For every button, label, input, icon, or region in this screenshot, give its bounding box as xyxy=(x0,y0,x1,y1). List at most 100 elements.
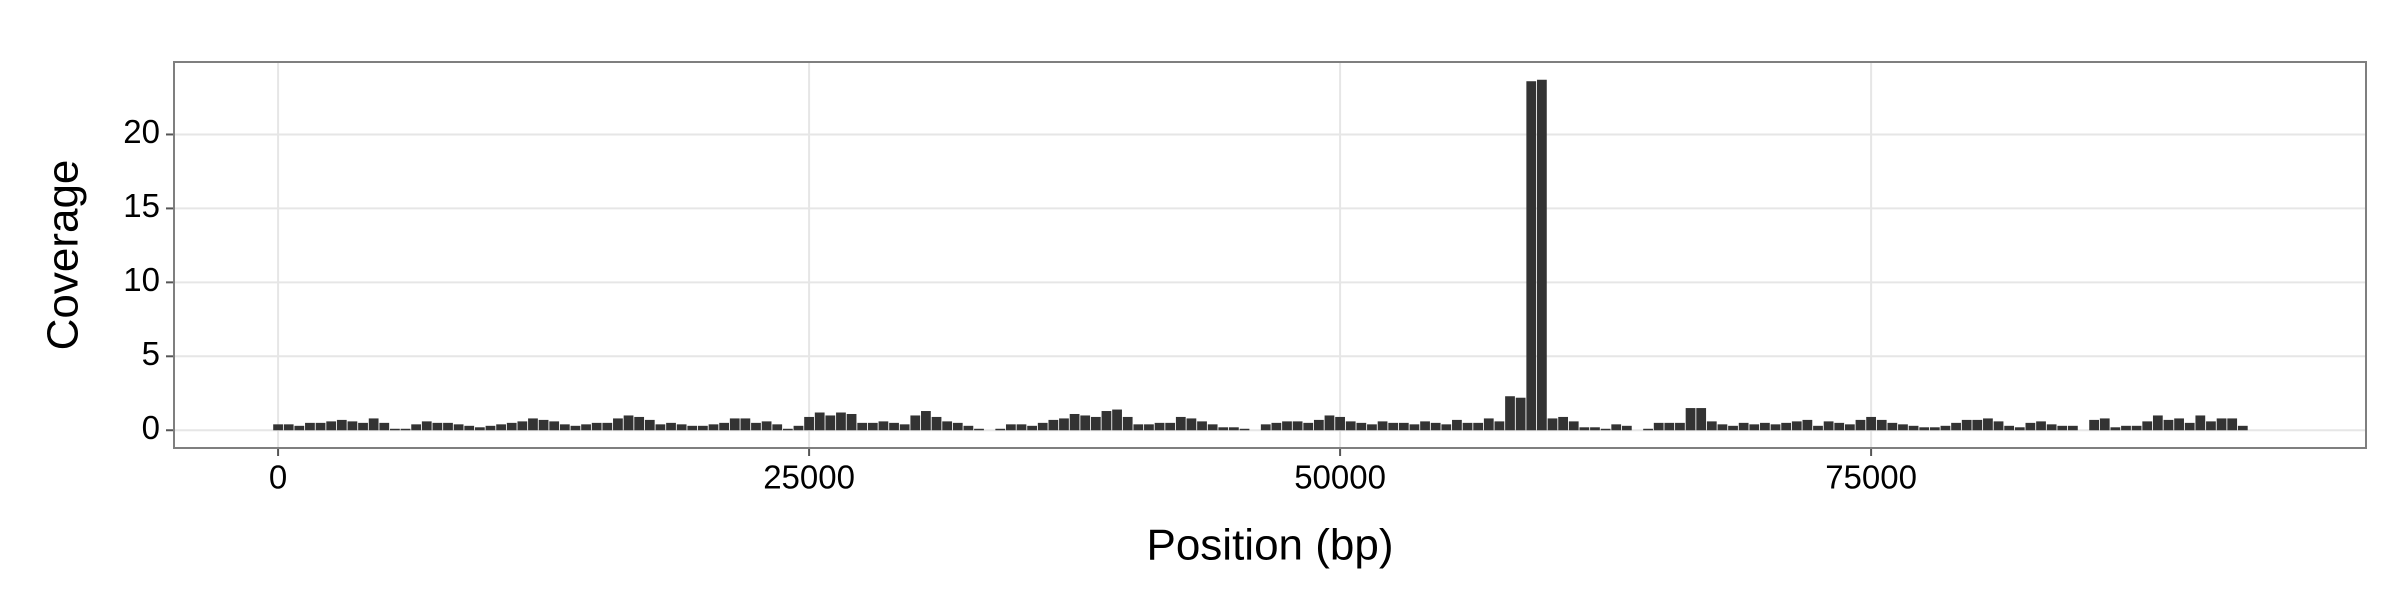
bar xyxy=(2227,418,2238,431)
bar xyxy=(952,422,963,431)
bar xyxy=(453,424,464,431)
bar xyxy=(623,415,634,431)
bar xyxy=(1611,424,1622,431)
bar xyxy=(273,424,283,431)
bar xyxy=(1218,427,1229,431)
plot-border xyxy=(173,61,2367,449)
bar xyxy=(1122,416,1133,431)
bar xyxy=(1005,424,1016,431)
bar xyxy=(1324,415,1335,431)
bar xyxy=(283,424,294,431)
bar xyxy=(474,427,485,431)
bar xyxy=(676,424,687,431)
bar xyxy=(602,422,613,431)
bar xyxy=(2099,418,2110,431)
bar xyxy=(1600,428,1611,431)
bar xyxy=(1855,419,1866,431)
bar xyxy=(867,422,878,431)
bar xyxy=(443,422,453,431)
bar xyxy=(1260,424,1271,431)
bar xyxy=(390,428,400,431)
bar xyxy=(1356,422,1367,431)
bar xyxy=(1048,419,1059,431)
bar xyxy=(538,419,549,431)
y-tick-label: 0 xyxy=(142,409,160,446)
bar xyxy=(485,425,496,431)
bar xyxy=(400,428,411,431)
x-tick-label: 50000 xyxy=(1294,459,1386,496)
bar xyxy=(1175,416,1186,431)
bar xyxy=(1728,425,1738,431)
bar xyxy=(1643,428,1653,431)
bar xyxy=(1526,81,1537,431)
bar xyxy=(1154,422,1165,431)
bar xyxy=(1558,416,1569,431)
bar xyxy=(1908,425,1919,431)
bar xyxy=(294,425,305,431)
bar xyxy=(2046,424,2057,431)
bar xyxy=(570,425,581,431)
bar xyxy=(1590,427,1600,431)
x-tick-label: 75000 xyxy=(1825,459,1917,496)
y-tick-label: 5 xyxy=(142,335,160,372)
bar xyxy=(368,418,379,431)
bar xyxy=(931,416,942,431)
bar xyxy=(528,418,538,431)
bar xyxy=(1696,408,1707,431)
bar xyxy=(1420,421,1430,431)
bar xyxy=(1080,415,1091,431)
bar xyxy=(1037,422,1048,431)
bar xyxy=(1133,424,1144,431)
bar xyxy=(1898,424,1908,431)
bar xyxy=(825,415,836,431)
bar xyxy=(1515,397,1526,431)
bar xyxy=(1345,421,1356,431)
y-tick-label: 15 xyxy=(123,187,160,224)
bar xyxy=(1791,421,1802,431)
bar xyxy=(1770,424,1781,431)
bar xyxy=(1016,424,1027,431)
bar xyxy=(1887,422,1898,431)
bar xyxy=(2131,425,2142,431)
bar xyxy=(751,422,761,431)
bar xyxy=(2089,419,2100,431)
bar xyxy=(559,424,570,431)
bar xyxy=(305,422,315,431)
bar xyxy=(2036,421,2046,431)
bar xyxy=(1505,396,1515,431)
bar xyxy=(581,424,591,431)
bar xyxy=(2004,425,2015,431)
bar xyxy=(1335,416,1345,431)
bar xyxy=(1377,421,1388,431)
bar xyxy=(782,428,793,431)
bar xyxy=(1027,425,1037,431)
bar xyxy=(963,425,974,431)
bar xyxy=(1802,419,1813,431)
bar xyxy=(1101,411,1112,431)
bar xyxy=(1866,416,1876,431)
bar xyxy=(836,412,846,431)
bar xyxy=(1983,418,1993,431)
bar xyxy=(613,418,623,431)
x-axis-title: Position (bp) xyxy=(1146,521,1393,570)
plot-background xyxy=(174,62,2366,448)
bar xyxy=(1738,422,1749,431)
bar xyxy=(1462,422,1473,431)
bar xyxy=(379,422,390,431)
bar xyxy=(2237,425,2248,431)
bar xyxy=(1303,422,1314,431)
bar xyxy=(814,412,825,431)
bar xyxy=(496,424,506,431)
bar xyxy=(347,421,358,431)
bar xyxy=(1685,408,1696,431)
bar xyxy=(1675,422,1685,431)
bar xyxy=(1452,419,1462,431)
bar xyxy=(1664,422,1675,431)
bar xyxy=(644,419,655,431)
x-tick-label: 0 xyxy=(269,459,287,496)
bar xyxy=(2025,422,2036,431)
bar xyxy=(506,422,517,431)
bar xyxy=(1621,425,1632,431)
